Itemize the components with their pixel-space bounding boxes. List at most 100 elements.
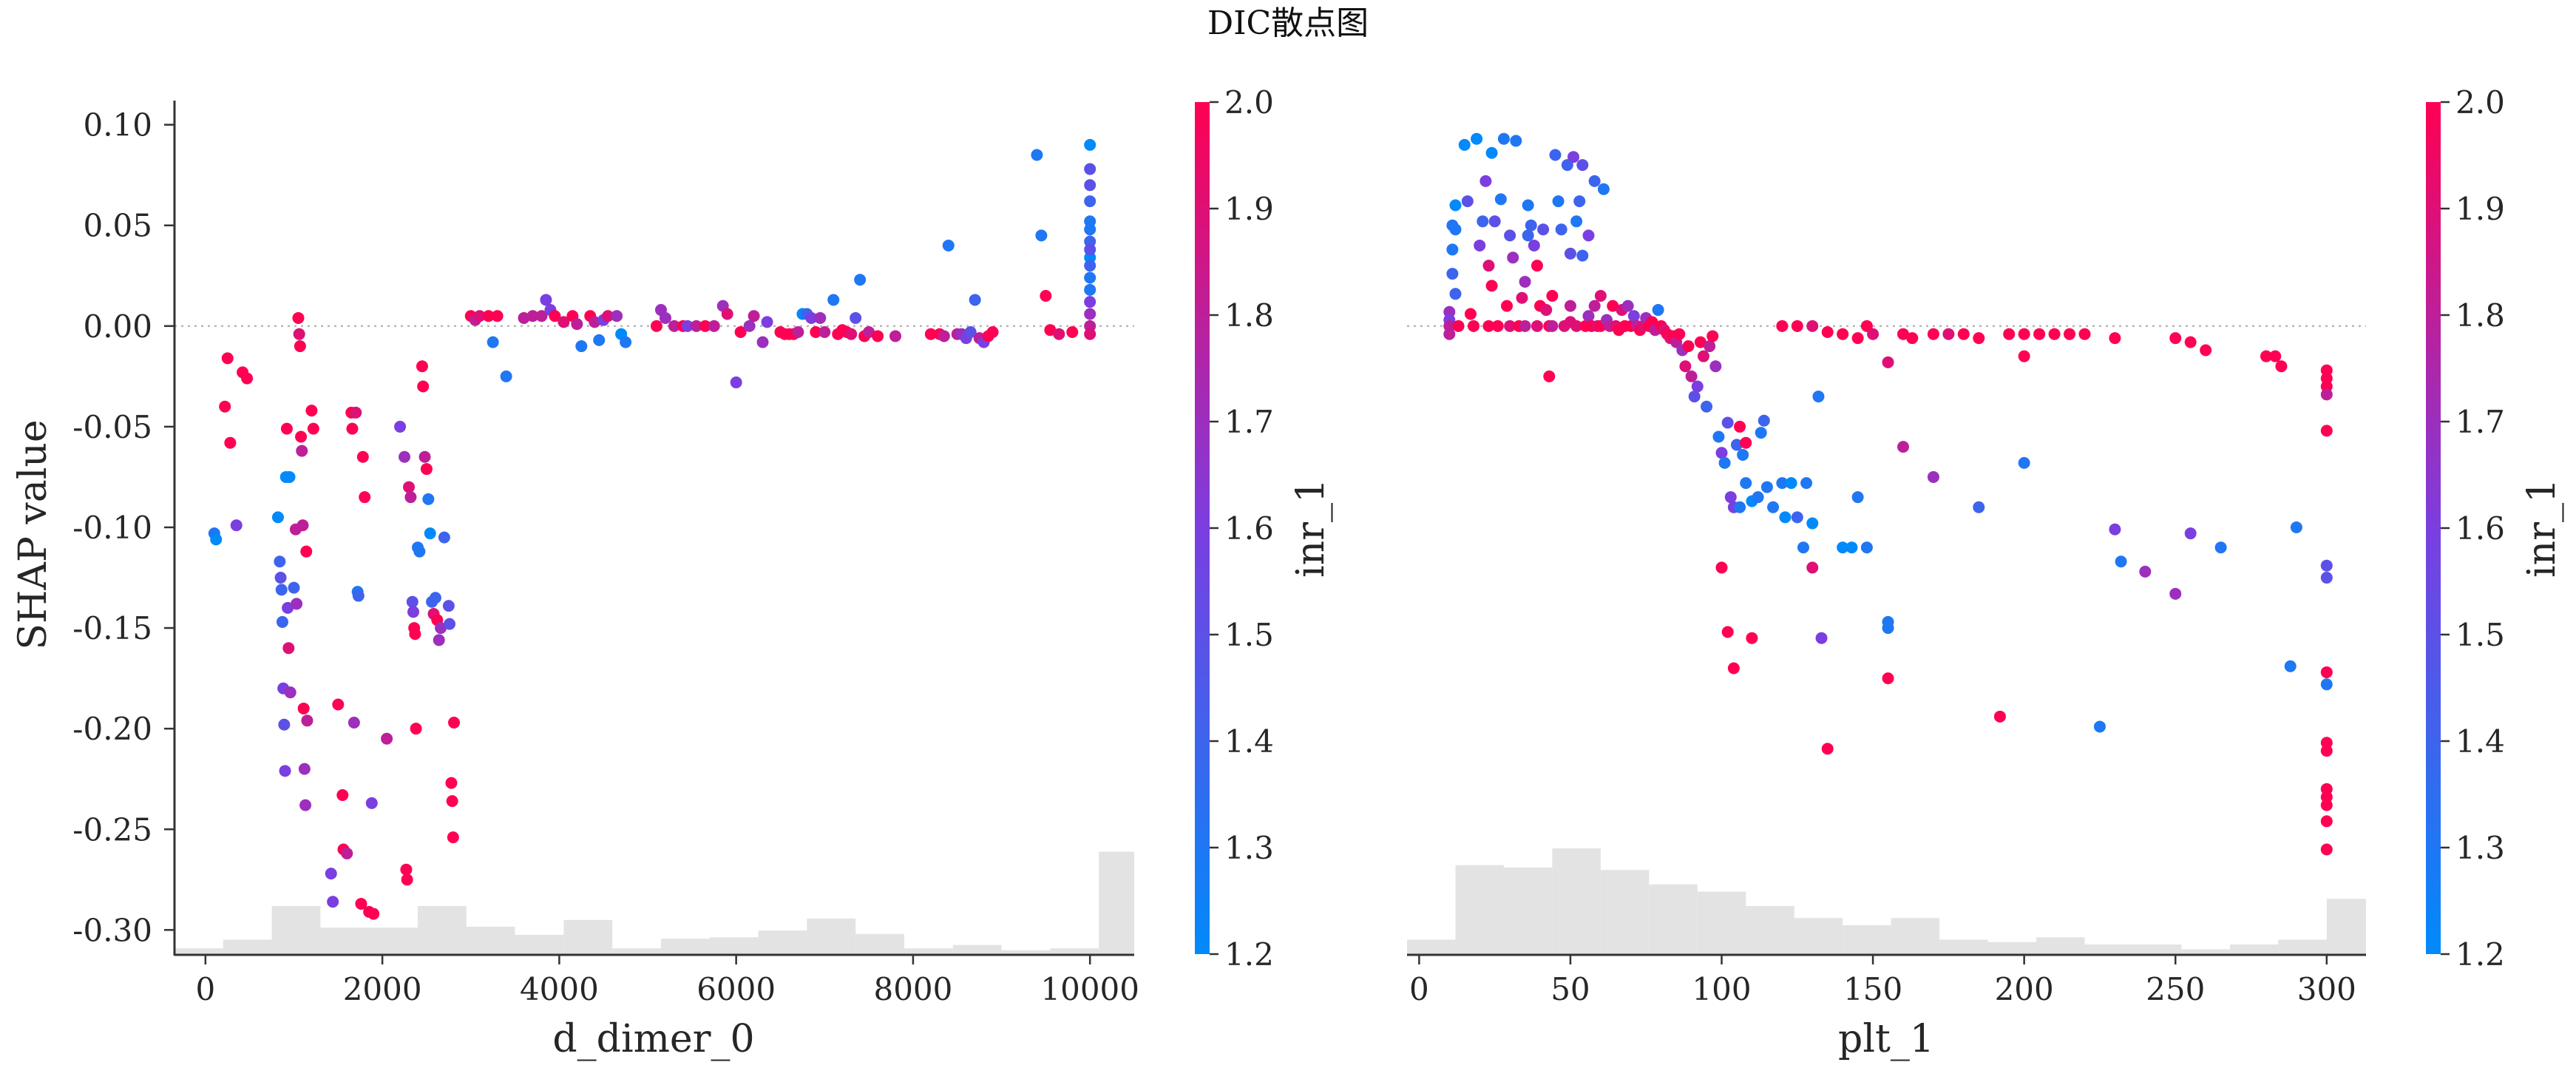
- histogram-bar: [1503, 868, 1553, 954]
- histogram-bar: [1050, 948, 1099, 954]
- data-point: [2320, 388, 2333, 401]
- data-point: [734, 325, 747, 338]
- data-point: [2290, 521, 2302, 533]
- data-point: [1767, 501, 1780, 513]
- x-tick-label: 300: [2297, 971, 2356, 1007]
- data-point: [284, 686, 296, 699]
- data-point: [2320, 572, 2333, 584]
- colorbar: [2426, 102, 2441, 954]
- data-point: [409, 628, 421, 641]
- histogram-bar: [466, 926, 515, 954]
- data-point: [367, 908, 380, 920]
- data-point: [1797, 541, 1809, 554]
- data-point: [1694, 336, 1706, 348]
- histogram-bar: [1001, 950, 1051, 954]
- data-point: [1576, 249, 1589, 262]
- data-point: [2320, 799, 2333, 811]
- data-point: [1734, 501, 1746, 513]
- data-point: [424, 527, 436, 540]
- colorbar-tick-label: 1.4: [2455, 723, 2505, 760]
- data-point: [341, 847, 353, 859]
- data-point: [1688, 391, 1701, 403]
- data-point: [350, 406, 362, 419]
- data-point: [1479, 175, 1492, 187]
- data-point: [293, 328, 305, 340]
- data-point: [1084, 138, 1097, 151]
- data-point: [1837, 541, 1849, 554]
- data-point: [403, 481, 416, 493]
- data-point: [2320, 843, 2333, 856]
- data-point: [1504, 320, 1516, 332]
- data-point: [399, 450, 411, 463]
- data-point: [224, 436, 237, 449]
- data-point: [280, 422, 293, 435]
- data-point: [1867, 328, 1880, 340]
- data-point: [491, 310, 504, 322]
- data-point: [2115, 555, 2127, 568]
- histogram-bar: [369, 927, 418, 954]
- data-point: [650, 320, 662, 332]
- histogram-bar: [271, 906, 321, 954]
- data-point: [850, 311, 862, 324]
- chart-title: DIC散点图: [1207, 4, 1369, 42]
- data-point: [406, 595, 418, 608]
- y-tick-label: -0.25: [72, 811, 152, 848]
- histogram-bar: [855, 933, 904, 954]
- x-tick-label: 150: [1843, 971, 1902, 1007]
- data-point: [1546, 290, 1559, 303]
- histogram-bar: [1987, 942, 2037, 954]
- data-point: [924, 328, 937, 340]
- histogram-bar: [1843, 925, 1891, 954]
- data-point: [1906, 332, 1919, 345]
- data-point: [1588, 175, 1601, 187]
- panel-d-dimer: 0 2000 4000 6000 8000 10000 0.10 0.05 0.00 -0.05 -…: [11, 84, 1333, 1061]
- data-point: [699, 320, 711, 332]
- data-point: [282, 642, 295, 655]
- data-point: [1084, 271, 1097, 284]
- histogram-bar: [2084, 944, 2133, 954]
- data-point: [761, 316, 773, 328]
- data-point: [1525, 219, 1537, 231]
- data-point: [297, 702, 310, 714]
- histogram-bar: [904, 948, 953, 954]
- data-point: [447, 831, 459, 844]
- data-point: [1452, 320, 1465, 332]
- data-point: [410, 723, 422, 735]
- data-point: [1582, 229, 1595, 242]
- data-point: [743, 320, 756, 332]
- x-axis-label: plt_1: [1838, 1017, 1934, 1061]
- data-point: [1084, 179, 1097, 192]
- data-point: [1607, 300, 1619, 312]
- y-tick-label: -0.05: [72, 409, 152, 445]
- data-point: [1491, 320, 1504, 332]
- data-point: [274, 555, 286, 568]
- data-point: [1044, 324, 1057, 337]
- data-point: [575, 340, 588, 353]
- x-tick-label: 2000: [343, 971, 422, 1007]
- data-point: [299, 799, 312, 811]
- data-point: [1446, 243, 1459, 256]
- data-point: [818, 325, 831, 338]
- data-point: [1957, 328, 1970, 340]
- data-point: [325, 868, 337, 880]
- y-tick-label: -0.30: [72, 912, 152, 948]
- data-point: [219, 400, 231, 413]
- data-point: [1806, 561, 1819, 574]
- histogram-bar: [758, 930, 807, 954]
- data-point: [1812, 391, 1825, 403]
- y-tick-label: 0.10: [83, 107, 152, 143]
- data-point: [1685, 370, 1698, 382]
- data-point: [307, 422, 319, 435]
- histogram-bar: [1455, 865, 1504, 954]
- data-point: [1882, 672, 1894, 685]
- colorbar-tick-label: 1.7: [1224, 404, 1274, 440]
- data-point: [1621, 300, 1634, 312]
- data-point: [500, 370, 512, 382]
- data-point: [416, 360, 428, 373]
- data-point: [300, 545, 313, 558]
- x-tick-label: 250: [2146, 971, 2205, 1007]
- data-point: [1485, 146, 1498, 159]
- data-point: [241, 372, 254, 385]
- x-tick-label: 8000: [873, 971, 952, 1007]
